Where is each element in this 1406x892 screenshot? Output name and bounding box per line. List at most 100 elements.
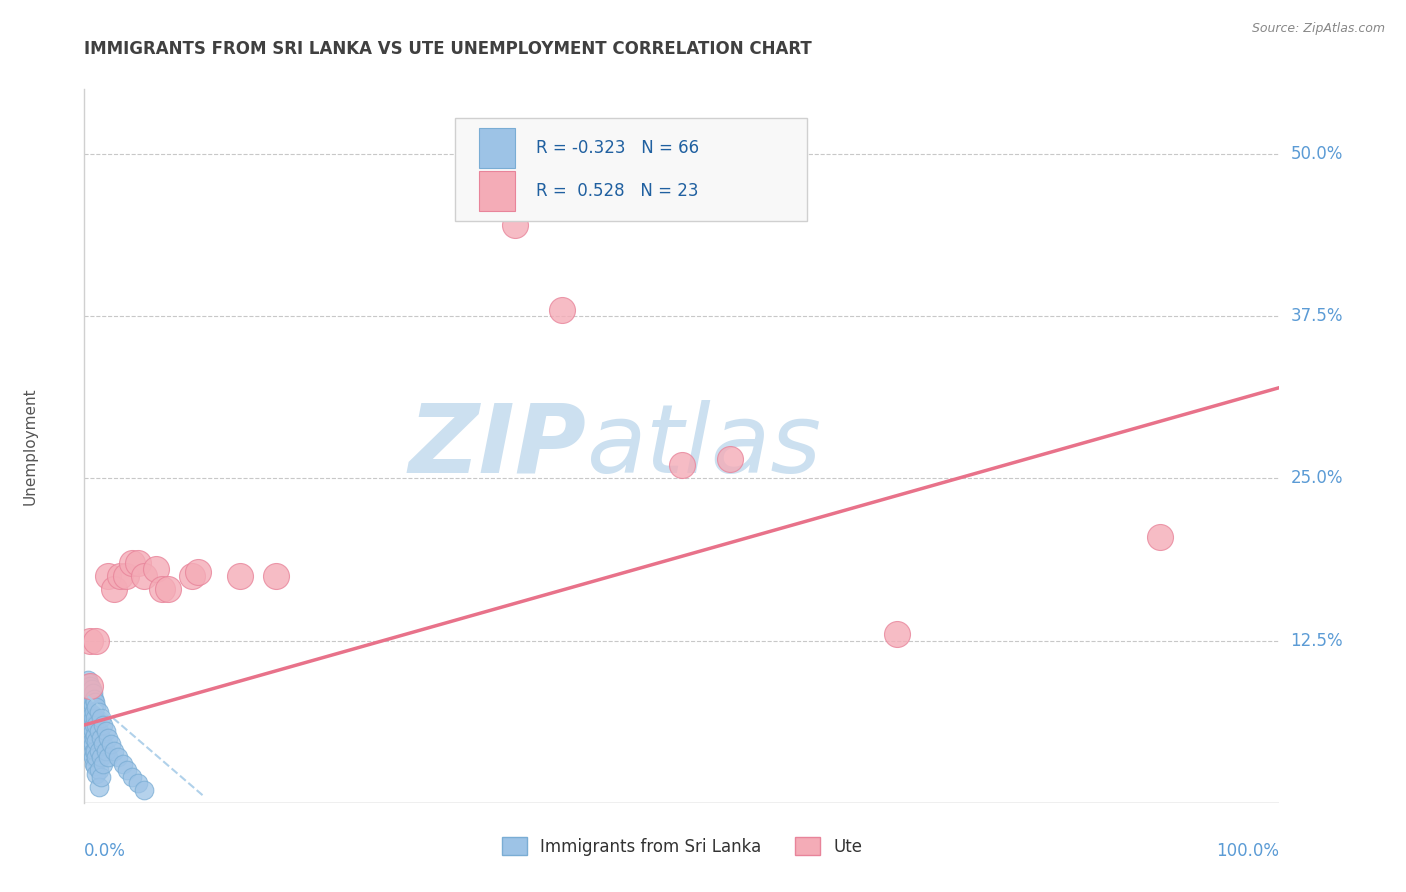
Point xyxy=(83,744,105,758)
Point xyxy=(84,767,107,781)
Point xyxy=(82,738,104,752)
Point xyxy=(121,556,143,570)
Point xyxy=(77,685,100,699)
Point xyxy=(97,731,120,745)
Point xyxy=(83,756,105,771)
Point xyxy=(87,780,110,795)
Point xyxy=(84,718,107,732)
Text: 25.0%: 25.0% xyxy=(1291,469,1343,487)
Point xyxy=(150,582,173,596)
Point xyxy=(671,458,693,473)
Point xyxy=(84,744,107,758)
Text: 12.5%: 12.5% xyxy=(1291,632,1343,649)
Point xyxy=(187,565,209,579)
Point xyxy=(100,738,122,752)
Point xyxy=(94,724,117,739)
Point xyxy=(97,568,120,582)
Point xyxy=(97,750,120,764)
Point xyxy=(80,747,103,761)
Point xyxy=(90,711,112,725)
FancyBboxPatch shape xyxy=(456,118,807,221)
Point xyxy=(93,738,115,752)
Point xyxy=(77,681,100,696)
Point xyxy=(103,582,125,596)
Point xyxy=(87,764,110,778)
Point xyxy=(132,568,156,582)
Point xyxy=(93,756,115,771)
Text: 100.0%: 100.0% xyxy=(1216,842,1279,860)
Point xyxy=(886,627,908,641)
Point xyxy=(83,731,105,745)
Point xyxy=(127,556,149,570)
Text: 0.0%: 0.0% xyxy=(84,842,127,860)
Point xyxy=(80,733,103,747)
Point xyxy=(503,219,526,233)
Text: 37.5%: 37.5% xyxy=(1291,307,1343,326)
Point xyxy=(77,679,100,693)
FancyBboxPatch shape xyxy=(478,171,515,211)
Point xyxy=(121,770,143,784)
Point xyxy=(84,695,107,709)
Text: R =  0.528   N = 23: R = 0.528 N = 23 xyxy=(536,182,699,200)
Point xyxy=(79,707,101,722)
Point xyxy=(90,750,112,764)
Text: R = -0.323   N = 66: R = -0.323 N = 66 xyxy=(536,139,699,157)
Point xyxy=(264,568,287,582)
Point xyxy=(84,699,107,714)
Point xyxy=(82,750,104,764)
Point xyxy=(107,750,129,764)
Point xyxy=(1149,530,1171,544)
Point xyxy=(87,744,110,758)
Point xyxy=(83,718,105,732)
Point xyxy=(82,698,104,713)
FancyBboxPatch shape xyxy=(478,128,515,168)
Point xyxy=(80,681,103,696)
Point xyxy=(718,452,741,467)
Point xyxy=(103,744,125,758)
Point xyxy=(551,302,574,317)
Text: 50.0%: 50.0% xyxy=(1291,145,1343,163)
Point xyxy=(77,698,100,713)
Point xyxy=(80,721,103,735)
Point xyxy=(87,724,110,739)
Point xyxy=(84,728,107,742)
Point xyxy=(90,770,112,784)
Point xyxy=(79,728,101,742)
Point xyxy=(82,711,104,725)
Point xyxy=(87,705,110,719)
Point xyxy=(84,750,107,764)
Point xyxy=(117,764,139,778)
Point xyxy=(180,568,202,582)
Point xyxy=(77,676,100,690)
Point xyxy=(79,633,101,648)
Point xyxy=(77,707,100,722)
Point xyxy=(84,759,107,773)
Point xyxy=(111,756,134,771)
Legend: Immigrants from Sri Lanka, Ute: Immigrants from Sri Lanka, Ute xyxy=(495,830,869,863)
Point xyxy=(115,568,138,582)
Point xyxy=(79,690,101,704)
Point xyxy=(228,568,252,582)
Point xyxy=(94,744,117,758)
Point xyxy=(127,776,149,790)
Point xyxy=(77,690,100,704)
Point xyxy=(80,707,103,722)
Point xyxy=(83,692,105,706)
Point xyxy=(79,679,101,693)
Point xyxy=(79,718,101,732)
Point xyxy=(132,782,156,797)
Point xyxy=(110,568,132,582)
Point xyxy=(84,733,107,747)
Point xyxy=(79,698,101,713)
Point xyxy=(82,724,104,739)
Point xyxy=(80,695,103,709)
Text: ZIP: ZIP xyxy=(408,400,586,492)
Text: atlas: atlas xyxy=(586,400,821,492)
Point xyxy=(84,711,107,725)
Text: Unemployment: Unemployment xyxy=(22,387,38,505)
Point xyxy=(93,718,115,732)
Point xyxy=(79,679,101,693)
Text: IMMIGRANTS FROM SRI LANKA VS UTE UNEMPLOYMENT CORRELATION CHART: IMMIGRANTS FROM SRI LANKA VS UTE UNEMPLO… xyxy=(84,40,813,58)
Point xyxy=(82,685,104,699)
Text: Source: ZipAtlas.com: Source: ZipAtlas.com xyxy=(1251,22,1385,36)
